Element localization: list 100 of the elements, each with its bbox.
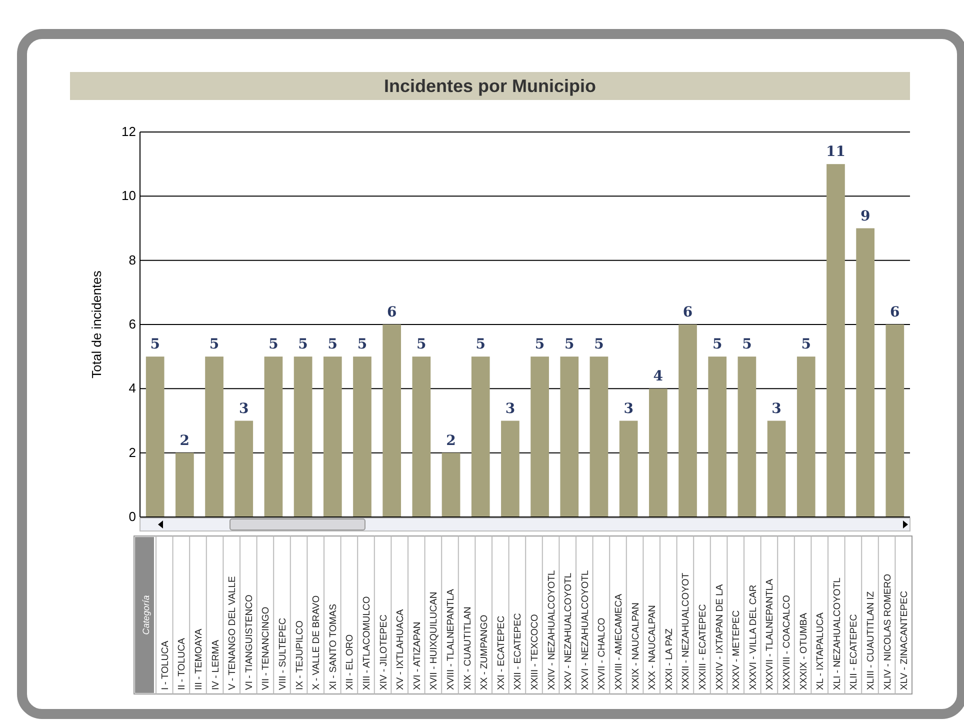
- data-label: 9: [860, 208, 870, 224]
- text: XLV - ZINACANTEPEC: [899, 590, 910, 690]
- data-label: 5: [328, 336, 338, 353]
- text: XX - ZUMPANGO: [479, 614, 490, 690]
- data-label: 11: [826, 144, 846, 160]
- bar: [234, 420, 254, 517]
- text: XII - EL ORO: [344, 634, 356, 690]
- text: II - TOLUCA: [176, 637, 188, 690]
- text: XVI - ATIZAPAN: [412, 622, 423, 690]
- bar: [560, 356, 579, 517]
- bar: [412, 356, 431, 517]
- bar: [471, 356, 490, 517]
- data-label: 5: [534, 336, 545, 353]
- text: XXIX - NAUCALPAN: [630, 602, 642, 690]
- data-label: 4: [653, 368, 664, 385]
- data-label: 5: [268, 336, 278, 353]
- bar: [442, 452, 460, 517]
- text: XXXII - NEZAHUALCOYOT: [680, 572, 692, 690]
- bar: [678, 324, 697, 517]
- y-tick-label: 8: [128, 252, 136, 268]
- data-label: 5: [357, 336, 368, 353]
- text: XXXIX - OTUMBA: [798, 612, 810, 690]
- text: XV - IXTLAHUACA: [395, 608, 406, 690]
- data-label: 3: [505, 400, 516, 417]
- data-label: 2: [180, 432, 190, 449]
- bar: [323, 356, 342, 517]
- text: XLI - NEZAHUALCOYOTL: [832, 578, 843, 690]
- data-label: 5: [416, 336, 426, 353]
- bar: [738, 356, 756, 517]
- text: XXVII - CHALCO: [596, 618, 608, 690]
- text: XXXV - METEPEC: [731, 610, 742, 690]
- y-tick-label: 0: [128, 509, 136, 524]
- text: XXIV - NEZAHUALCOYOTL: [546, 570, 558, 690]
- text: VI - TIANGUISTENCO: [244, 594, 255, 690]
- bar: [886, 324, 904, 517]
- data-label: 5: [712, 336, 722, 353]
- text: VII - TENANCINGO: [260, 606, 272, 690]
- text: XXXVII - TLALNEPANTLA: [764, 578, 776, 690]
- bar: [767, 420, 786, 517]
- y-tick-label: 2: [128, 444, 136, 460]
- bar: [146, 356, 164, 517]
- text: XXII - ECATEPEC: [512, 612, 524, 690]
- text: IX - TEJUPILCO: [294, 620, 306, 690]
- bar: [353, 356, 372, 517]
- text: XI - SANTO TOMAS: [328, 604, 339, 690]
- y-tick-label: 10: [122, 188, 136, 204]
- bar: [264, 356, 283, 517]
- text: XLIII - CUAUTITLAN IZ: [866, 591, 876, 690]
- text: XXI - ECATEPEC: [496, 616, 507, 690]
- text: XXXIII - ECATEPEC: [698, 604, 708, 690]
- text: IV - LERMA: [210, 639, 222, 690]
- bar: [176, 452, 194, 517]
- data-label: 6: [386, 304, 397, 320]
- bar: [708, 356, 727, 517]
- text: XIII - ATLACOMULCO: [362, 596, 372, 690]
- text: XVIII - TLALNEPANTLA: [446, 588, 456, 690]
- text: XXVIII - AMECAMECA: [614, 593, 624, 690]
- data-label: 5: [298, 336, 308, 353]
- text: X - VALLE DE BRAVO: [311, 595, 322, 690]
- data-label: 5: [742, 336, 752, 353]
- bar: [590, 356, 608, 517]
- bar: [205, 356, 224, 517]
- text: XXVI - NEZAHUALCOYOTL: [580, 570, 591, 690]
- text: XIX - CUAUTITLAN: [462, 606, 474, 690]
- text: XXXVIII - COACALCO: [782, 594, 792, 690]
- text: XXX - NAUCALPAN: [647, 605, 658, 690]
- text: XXXVI - VILLA DEL CAR: [748, 584, 759, 690]
- y-axis-title: Total de incidentes: [89, 270, 104, 378]
- text: Categoría: [141, 595, 151, 635]
- bar: [856, 228, 874, 517]
- text: XXXI - LA PAZ: [664, 628, 675, 690]
- bar: [294, 356, 312, 517]
- data-label: 5: [564, 336, 574, 353]
- data-label: 5: [150, 336, 160, 353]
- text: I - TOLUCA: [160, 640, 171, 690]
- data-label: 5: [209, 336, 220, 353]
- chart-title: Incidentes por Municipio: [384, 76, 596, 96]
- text: III - TEMOAYA: [194, 628, 204, 690]
- data-label: 2: [446, 432, 456, 449]
- y-tick-label: 12: [122, 124, 136, 139]
- data-label: 3: [772, 400, 782, 417]
- data-label: 3: [624, 400, 634, 417]
- bar: [530, 356, 549, 517]
- data-label: 5: [801, 336, 812, 353]
- text: V - TENANGO DEL VALLE: [227, 576, 238, 690]
- y-tick-label: 6: [128, 316, 136, 332]
- text: XXIII - TEXCOCO: [530, 614, 540, 690]
- bar: [382, 324, 402, 517]
- bar: [796, 356, 816, 517]
- data-label: 6: [890, 304, 900, 320]
- text: XXXIV - IXTAPAN DE LA: [714, 584, 726, 690]
- data-label: 5: [476, 336, 486, 353]
- y-tick-label: 4: [128, 380, 136, 396]
- text: XLII - ECATEPEC: [848, 614, 860, 690]
- bar: [826, 164, 845, 517]
- text: XL - IXTAPALUCA: [815, 612, 826, 690]
- bar: [648, 388, 668, 517]
- text: VIII - SULTEPEC: [278, 618, 288, 690]
- bar: [501, 420, 520, 517]
- text: XLIV - NICOLAS ROMERO: [882, 574, 894, 690]
